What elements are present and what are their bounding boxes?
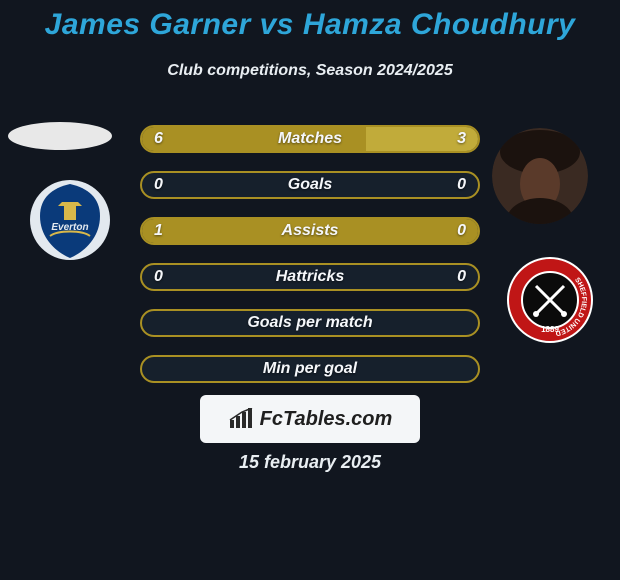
- page-title: James Garner vs Hamza Choudhury: [0, 8, 620, 42]
- player-portrait-icon: [492, 128, 588, 224]
- stat-label: Min per goal: [142, 357, 478, 381]
- comparison-infographic: James Garner vs Hamza Choudhury Club com…: [0, 0, 620, 580]
- stat-row: Min per goal: [140, 355, 480, 383]
- stat-row: 00Goals: [140, 171, 480, 199]
- club-badge-left: Everton: [28, 178, 112, 262]
- stat-label: Hattricks: [142, 265, 478, 289]
- fctables-logo-icon: [228, 408, 254, 430]
- stat-row: 10Assists: [140, 217, 480, 245]
- watermark: FcTables.com: [200, 395, 420, 443]
- watermark-text: FcTables.com: [260, 408, 393, 431]
- stat-row: 63Matches: [140, 125, 480, 153]
- stat-bar-list: 63Matches 00Goals 10Assists 00Hattricks Goal…: [140, 125, 480, 401]
- club-badge-right: SHEFFIELD UNITED 1889: [506, 256, 594, 344]
- stat-row: 00Hattricks: [140, 263, 480, 291]
- stat-label: Assists: [142, 219, 478, 243]
- stat-label: Matches: [142, 127, 478, 151]
- player-left-avatar: [8, 122, 112, 150]
- player-right-avatar: [492, 128, 588, 224]
- svg-text:1889: 1889: [541, 325, 559, 334]
- infographic-date: 15 february 2025: [0, 452, 620, 473]
- sheffield-united-badge-icon: SHEFFIELD UNITED 1889: [506, 256, 594, 344]
- stat-label: Goals: [142, 173, 478, 197]
- stat-row: Goals per match: [140, 309, 480, 337]
- stat-label: Goals per match: [142, 311, 478, 335]
- subtitle: Club competitions, Season 2024/2025: [0, 62, 620, 80]
- everton-badge-icon: Everton: [28, 178, 112, 262]
